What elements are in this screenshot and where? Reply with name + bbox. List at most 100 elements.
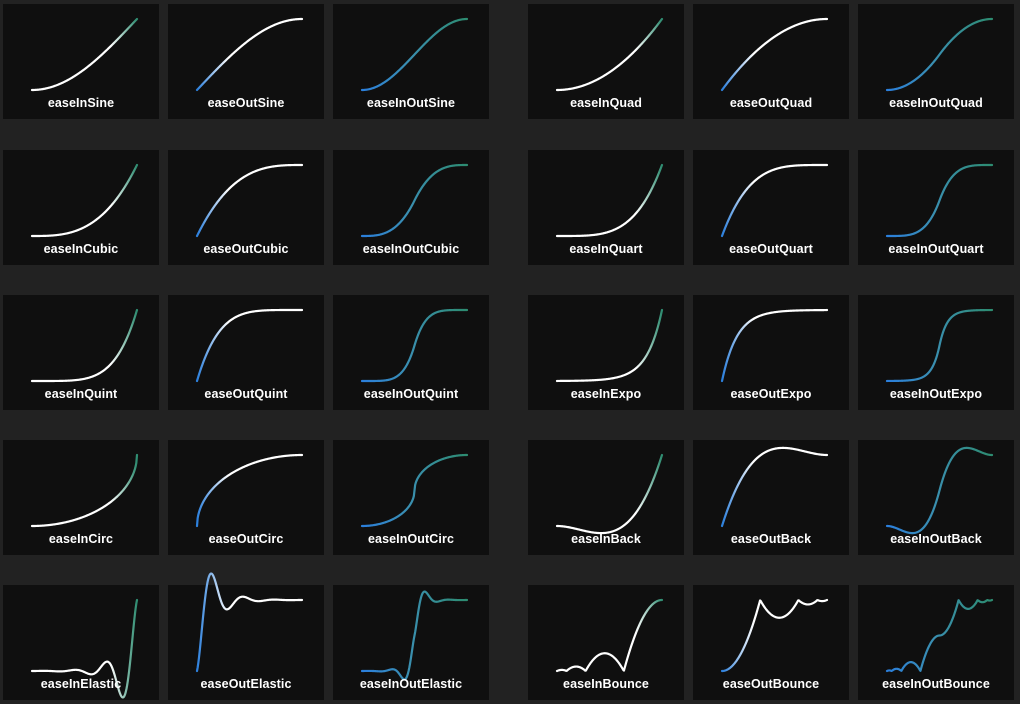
easing-card-easeInOutSine[interactable]: easeInOutSine xyxy=(333,4,489,119)
easing-curve xyxy=(30,598,139,699)
easing-card-easeInCubic[interactable]: easeInCubic xyxy=(3,150,159,265)
easing-label: easeInOutSine xyxy=(366,96,456,110)
easing-card-easeInQuart[interactable]: easeInQuart xyxy=(528,150,684,265)
easing-label: easeOutBack xyxy=(730,532,812,546)
curve-plot xyxy=(555,308,664,383)
curve-plot xyxy=(885,17,994,92)
easing-curve xyxy=(30,308,139,383)
easing-card-easeInQuad[interactable]: easeInQuad xyxy=(528,4,684,119)
easing-card-easeInBounce[interactable]: easeInBounce xyxy=(528,585,684,700)
easing-label: easeInOutQuart xyxy=(888,242,984,256)
easing-curve xyxy=(360,590,469,681)
curve-plot xyxy=(720,163,829,238)
easing-card-easeInSine[interactable]: easeInSine xyxy=(3,4,159,119)
easing-label: easeOutBounce xyxy=(722,677,820,691)
easing-curve xyxy=(195,163,304,238)
easing-card-easeInOutExpo[interactable]: easeInOutExpo xyxy=(858,295,1014,410)
easing-card-easeInOutBounce[interactable]: easeInOutBounce xyxy=(858,585,1014,700)
easing-card-easeOutCirc[interactable]: easeOutCirc xyxy=(168,440,324,555)
easing-label: easeInOutExpo xyxy=(889,387,983,401)
curve-plot xyxy=(360,590,469,681)
easing-curve xyxy=(885,598,994,673)
easing-curve xyxy=(885,163,994,238)
easing-label: easeInCubic xyxy=(43,242,119,256)
easing-label: easeInOutBack xyxy=(890,532,982,546)
curve-plot xyxy=(360,308,469,383)
easing-card-easeOutExpo[interactable]: easeOutExpo xyxy=(693,295,849,410)
curve-plot xyxy=(195,308,304,383)
easing-curve xyxy=(360,308,469,383)
easing-card-easeInCirc[interactable]: easeInCirc xyxy=(3,440,159,555)
curve-plot xyxy=(720,17,829,92)
easing-card-easeInOutCubic[interactable]: easeInOutCubic xyxy=(333,150,489,265)
easing-label: easeInElastic xyxy=(40,677,122,691)
curve-plot xyxy=(555,163,664,238)
easing-card-easeInOutQuart[interactable]: easeInOutQuart xyxy=(858,150,1014,265)
easing-label: easeOutCubic xyxy=(203,242,289,256)
easing-label: easeOutQuad xyxy=(729,96,813,110)
easing-curve xyxy=(360,163,469,238)
easing-curve xyxy=(195,17,304,92)
easing-card-easeInBack[interactable]: easeInBack xyxy=(528,440,684,555)
curve-plot xyxy=(360,17,469,92)
easing-label: easeInOutQuint xyxy=(363,387,459,401)
easing-curve xyxy=(555,17,664,92)
easing-label: easeInCirc xyxy=(48,532,114,546)
easing-curve xyxy=(720,17,829,92)
easing-card-easeOutElastic[interactable]: easeOutElastic xyxy=(168,572,324,700)
easing-curve xyxy=(720,163,829,238)
easing-card-easeInElastic[interactable]: easeInElastic xyxy=(3,585,159,700)
curve-plot xyxy=(195,453,304,528)
curve-plot xyxy=(30,308,139,383)
easing-card-easeOutSine[interactable]: easeOutSine xyxy=(168,4,324,119)
easing-label: easeOutCirc xyxy=(208,532,284,546)
curve-plot xyxy=(885,446,994,535)
curve-plot xyxy=(360,163,469,238)
curve-plot xyxy=(555,598,664,673)
easing-card-easeInOutCirc[interactable]: easeInOutCirc xyxy=(333,440,489,555)
easing-card-easeOutBack[interactable]: easeOutBack xyxy=(693,440,849,555)
easing-card-easeOutQuad[interactable]: easeOutQuad xyxy=(693,4,849,119)
easing-label: easeInOutCubic xyxy=(362,242,460,256)
easing-card-easeInOutBack[interactable]: easeInOutBack xyxy=(858,440,1014,555)
curve-plot xyxy=(885,598,994,673)
curve-plot xyxy=(555,17,664,92)
easing-label: easeInBack xyxy=(571,532,641,546)
easing-card-easeInExpo[interactable]: easeInExpo xyxy=(528,295,684,410)
easing-card-easeInOutQuad[interactable]: easeInOutQuad xyxy=(858,4,1014,119)
curve-plot xyxy=(195,163,304,238)
easing-card-easeInOutQuint[interactable]: easeInOutQuint xyxy=(333,295,489,410)
easing-curve xyxy=(885,17,994,92)
easing-card-easeInQuint[interactable]: easeInQuint xyxy=(3,295,159,410)
easing-card-easeOutQuart[interactable]: easeOutQuart xyxy=(693,150,849,265)
easing-label: easeInQuart xyxy=(569,242,643,256)
curve-plot xyxy=(720,308,829,383)
easing-label: easeInExpo xyxy=(570,387,642,401)
easing-label: easeInQuint xyxy=(44,387,118,401)
easing-curve xyxy=(720,308,829,383)
easing-curve xyxy=(555,598,664,673)
easing-label: easeInSine xyxy=(47,96,115,110)
easing-label: easeInOutCirc xyxy=(367,532,455,546)
easing-card-easeOutBounce[interactable]: easeOutBounce xyxy=(693,585,849,700)
easing-card-easeInOutElastic[interactable]: easeInOutElastic xyxy=(333,585,489,700)
easing-curve xyxy=(360,453,469,528)
easing-label: easeInBounce xyxy=(563,677,649,691)
easing-curve xyxy=(885,446,994,535)
easing-curve xyxy=(555,163,664,238)
easing-card-easeOutCubic[interactable]: easeOutCubic xyxy=(168,150,324,265)
curve-plot xyxy=(555,453,664,535)
easing-label: easeOutQuint xyxy=(204,387,288,401)
easing-curve xyxy=(195,308,304,383)
curve-plot xyxy=(885,163,994,238)
easing-curve xyxy=(30,17,139,92)
curve-plot xyxy=(30,163,139,238)
curve-plot xyxy=(720,446,829,528)
easing-curve xyxy=(885,308,994,383)
easing-card-easeOutQuint[interactable]: easeOutQuint xyxy=(168,295,324,410)
easing-curve xyxy=(195,453,304,528)
easing-label: easeOutSine xyxy=(207,96,285,110)
easing-label: easeInOutElastic xyxy=(359,677,463,691)
easing-label: easeOutQuart xyxy=(729,242,813,256)
